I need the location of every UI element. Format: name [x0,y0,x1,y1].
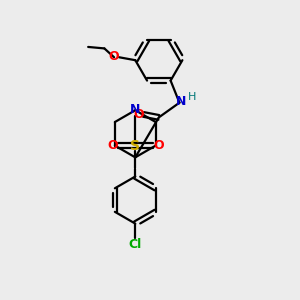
Text: Cl: Cl [129,238,142,251]
Text: N: N [130,103,140,116]
Text: S: S [130,139,140,153]
Text: N: N [176,95,186,108]
Text: O: O [109,50,119,63]
Text: H: H [188,92,196,102]
Text: O: O [107,139,118,152]
Text: O: O [133,108,143,121]
Text: O: O [153,139,164,152]
